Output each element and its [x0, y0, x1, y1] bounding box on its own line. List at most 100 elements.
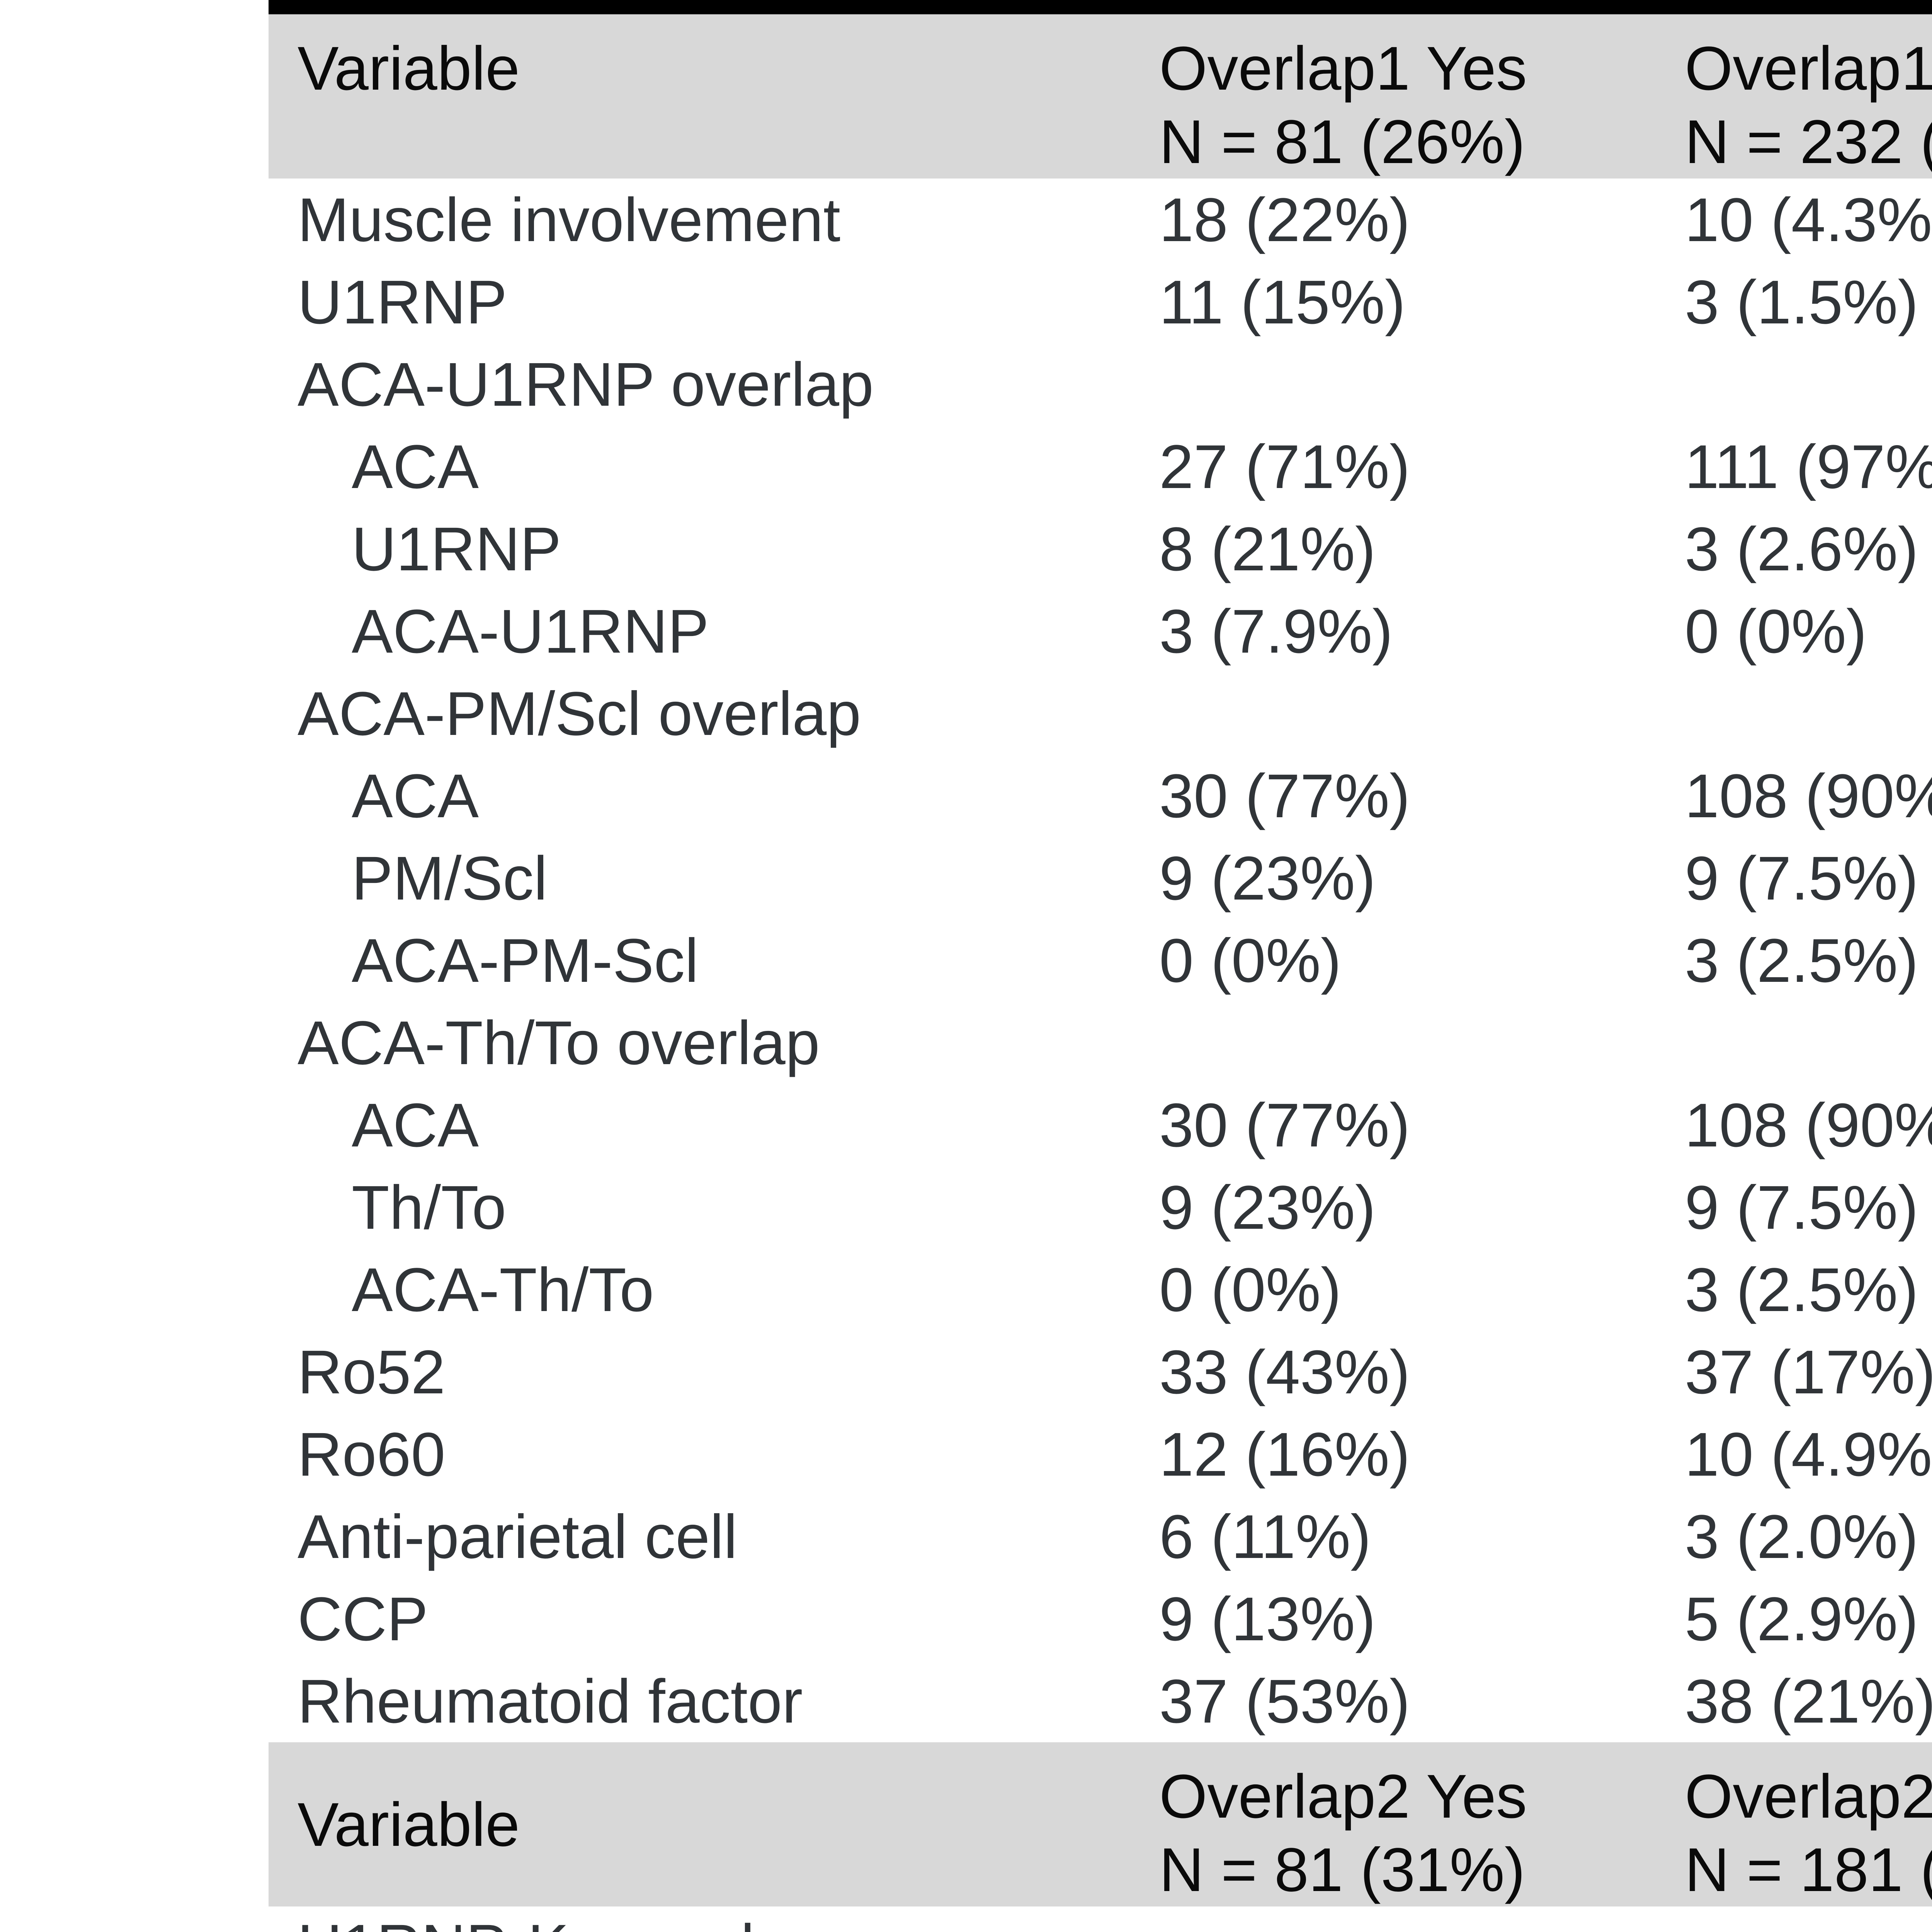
overlap2-no-count: N = 181 (69%): [1685, 1835, 1932, 1904]
row-label-indented: ACA-U1RNP: [352, 596, 709, 666]
row-no-value: 108 (90%): [1685, 761, 1932, 830]
row-yes-value: 30 (77%): [1159, 761, 1410, 830]
row-no-value: 9 (7.5%): [1685, 843, 1918, 913]
row-label: CCP: [298, 1584, 428, 1653]
row-label-indented: ACA: [352, 432, 479, 501]
row-no-value: 108 (90%): [1685, 1090, 1932, 1160]
row-yes-value: 3 (7.9%): [1159, 596, 1393, 666]
row-no-value: 9 (7.5%): [1685, 1172, 1918, 1242]
table-row: Muscle involvement 18 (22%) 10 (4.3%) <0…: [269, 179, 1932, 261]
row-no-value: 3 (2.5%): [1685, 1255, 1918, 1324]
row-label: ACA-PM/Scl overlap: [298, 679, 861, 748]
row-yes-value: 0 (0%): [1159, 925, 1342, 995]
row-no-value: 10 (4.3%): [1685, 185, 1932, 254]
table-row: PM/Scl 9 (23%) 9 (7.5%): [269, 837, 1932, 919]
table-row: Anti-parietal cell 6 (11%) 3 (2.0%) 0.01…: [269, 1495, 1932, 1578]
row-yes-value: 30 (77%): [1159, 1090, 1410, 1160]
table-row: ACA 27 (71%) 111 (97%): [269, 425, 1932, 508]
row-label-indented: ACA: [352, 1090, 479, 1160]
row-yes-value: 9 (13%): [1159, 1584, 1376, 1653]
table-row: Rheumatoid factor 37 (53%) 38 (21%) <0.0…: [269, 1660, 1932, 1742]
row-yes-value: 6 (11%): [1159, 1502, 1371, 1571]
row-no-value: [1685, 672, 1932, 755]
row-label: Anti-parietal cell: [298, 1502, 738, 1571]
row-yes-value: [1159, 672, 1685, 755]
row-label-indented: ACA-Th/To: [352, 1255, 654, 1324]
column-header-overlap2-no: Overlap2 No N = 181 (69%): [1685, 1742, 1932, 1906]
overlap2-no-title: Overlap2 No: [1685, 1762, 1932, 1831]
table-row: U1RNP 11 (15%) 3 (1.5%) <0.001: [269, 261, 1932, 343]
row-label: U1RNP: [298, 267, 507, 337]
row-label: Muscle involvement: [298, 185, 840, 254]
row-yes-value: 18 (22%): [1159, 185, 1410, 254]
row-no-value: 3 (2.5%): [1685, 925, 1918, 995]
overlap-comparison-table: Variable Overlap1 Yes N = 81 (26%) Overl…: [269, 0, 1932, 1932]
row-no-value: 3 (1.5%): [1685, 267, 1918, 337]
row-yes-value: 33 (43%): [1159, 1337, 1410, 1406]
table-row: Ro60 12 (16%) 10 (4.9%) 0.002: [269, 1413, 1932, 1495]
row-label: Rheumatoid factor: [298, 1666, 803, 1736]
row-no-value: 10 (4.9%): [1685, 1419, 1932, 1489]
row-label-indented: U1RNP: [352, 514, 561, 583]
table-row: ACA 30 (77%) 108 (90%): [269, 755, 1932, 837]
column-header-variable: Variable: [269, 1742, 1159, 1906]
row-no-value: [1685, 1906, 1932, 1932]
column-header-variable-label: Variable: [298, 1789, 520, 1859]
row-yes-value: 9 (23%): [1159, 1172, 1376, 1242]
row-no-value: 37 (17%): [1685, 1337, 1932, 1406]
table-row: U1RNP-Ku overlap 0.033: [269, 1906, 1932, 1932]
row-label: U1RNP-Ku overlap: [269, 1906, 1159, 1932]
table-row: CCP 9 (13%) 5 (2.9%) 0.004: [269, 1578, 1932, 1660]
table-row: U1RNP 8 (21%) 3 (2.6%): [269, 508, 1932, 590]
row-label: ACA-Th/To overlap: [298, 1008, 820, 1077]
row-no-value: 3 (2.6%): [1685, 514, 1918, 583]
row-yes-value: 37 (53%): [1159, 1666, 1410, 1736]
table-row: Th/To 9 (23%) 9 (7.5%): [269, 1166, 1932, 1248]
row-label-indented: ACA: [352, 761, 479, 830]
column-header-overlap1-yes: Overlap1 Yes N = 81 (26%): [1159, 7, 1685, 179]
row-label-indented: PM/Scl: [352, 843, 548, 913]
row-no-value: 38 (21%): [1685, 1666, 1932, 1736]
table-row: ACA-PM/Scl overlap 0.033: [269, 672, 1932, 755]
table-row: Ro52 33 (43%) 37 (17%) <0.001: [269, 1331, 1932, 1413]
overlap1-yes-count: N = 81 (26%): [1159, 107, 1526, 176]
row-yes-value: 8 (21%): [1159, 514, 1376, 583]
row-yes-value: [1159, 1906, 1685, 1932]
column-header-variable: Variable: [269, 7, 1159, 179]
row-yes-value: 11 (15%): [1159, 267, 1406, 337]
column-header-overlap1-no: Overlap1 No N = 232 (74%): [1685, 7, 1932, 179]
row-label-indented: Th/To: [352, 1172, 507, 1242]
table-row: ACA-Th/To 0 (0%) 3 (2.5%): [269, 1248, 1932, 1331]
row-yes-value: 0 (0%): [1159, 1255, 1342, 1324]
row-label: ACA-U1RNP overlap: [298, 349, 874, 419]
table-row: ACA-U1RNP 3 (7.9%) 0 (0%): [269, 590, 1932, 672]
overlap1-no-count: N = 232 (74%): [1685, 107, 1932, 176]
row-label: Ro60: [298, 1419, 446, 1489]
table-row: ACA 30 (77%) 108 (90%): [269, 1084, 1932, 1166]
row-no-value: [1685, 343, 1932, 425]
row-no-value: [1685, 1002, 1932, 1084]
row-no-value: 5 (2.9%): [1685, 1584, 1918, 1653]
row-yes-value: [1159, 1002, 1685, 1084]
row-no-value: 3 (2.0%): [1685, 1502, 1918, 1571]
row-yes-value: 9 (23%): [1159, 843, 1376, 913]
row-no-value: 0 (0%): [1685, 596, 1867, 666]
row-label-indented: ACA-PM-Scl: [352, 925, 699, 995]
row-label: Ro52: [298, 1337, 446, 1406]
table-row: ACA-PM-Scl 0 (0%) 3 (2.5%): [269, 919, 1932, 1002]
table-row: ACA-U1RNP overlap <0.001: [269, 343, 1932, 425]
column-header-variable-label: Variable: [298, 34, 520, 103]
overlap1-yes-title: Overlap1 Yes: [1159, 34, 1527, 103]
overlap2-yes-count: N = 81 (31%): [1159, 1835, 1526, 1904]
overlap1-no-title: Overlap1 No: [1685, 34, 1932, 103]
overlap2-yes-title: Overlap2 Yes: [1159, 1762, 1527, 1831]
section1-header-row: Variable Overlap1 Yes N = 81 (26%) Overl…: [269, 7, 1932, 179]
row-yes-value: [1159, 343, 1685, 425]
section2-header-row: Variable Overlap2 Yes N = 81 (31%) Overl…: [269, 1742, 1932, 1906]
row-no-value: 111 (97%): [1685, 432, 1932, 501]
table-row: ACA-Th/To overlap 0.033: [269, 1002, 1932, 1084]
column-header-overlap2-yes: Overlap2 Yes N = 81 (31%): [1159, 1742, 1685, 1906]
row-yes-value: 12 (16%): [1159, 1419, 1410, 1489]
row-yes-value: 27 (71%): [1159, 432, 1410, 501]
